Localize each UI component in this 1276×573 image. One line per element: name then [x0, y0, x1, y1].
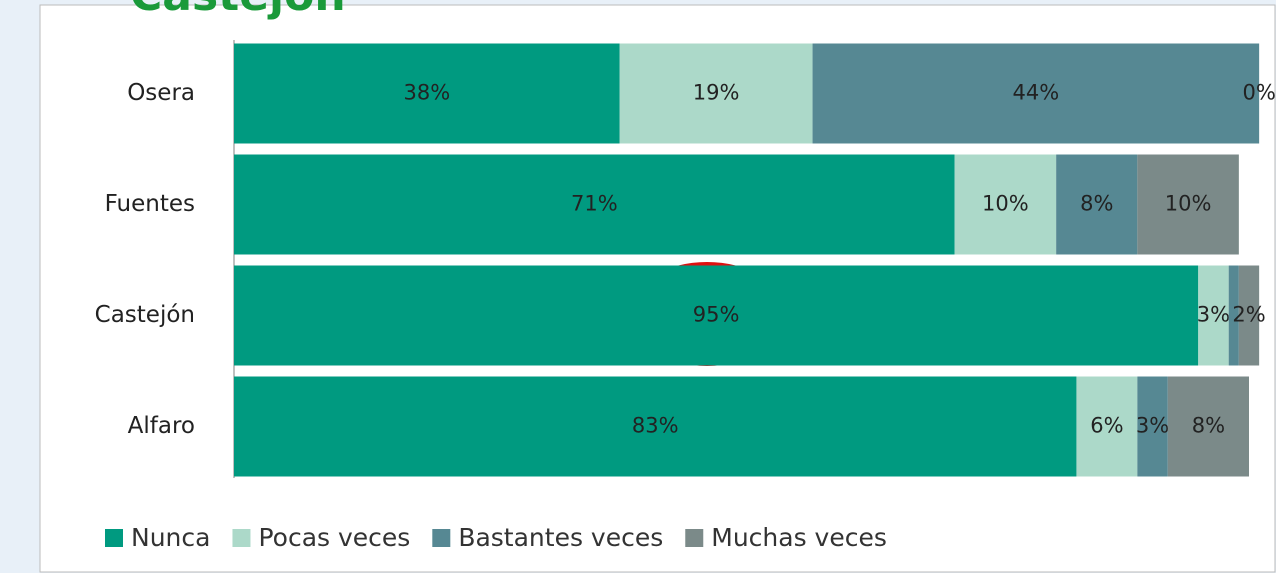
chart-title: Castejón — [130, 0, 346, 21]
value-label: 95% — [693, 303, 740, 327]
legend-swatch — [432, 529, 451, 547]
value-label: 3% — [1197, 303, 1230, 327]
value-label: 2% — [1232, 303, 1265, 327]
value-label: 10% — [1165, 192, 1212, 216]
bar-segment — [812, 43, 1260, 144]
bar-segment — [619, 43, 813, 144]
bar-segment — [234, 376, 1077, 477]
value-label: 10% — [982, 192, 1029, 216]
bar-segment — [1056, 154, 1138, 255]
value-label: 71% — [571, 192, 618, 216]
legend-swatch — [105, 529, 123, 547]
value-label: 8% — [1192, 414, 1225, 438]
category-label: Castejón — [95, 302, 195, 328]
bar-segment — [1198, 265, 1229, 366]
value-label: 19% — [693, 81, 740, 105]
bar-segment — [954, 154, 1057, 255]
bar-segment — [234, 265, 1199, 366]
bar-segment — [1137, 154, 1239, 255]
bar-segment — [1238, 265, 1260, 366]
bar-segment — [1137, 376, 1168, 477]
category-label: Fuentes — [105, 191, 195, 217]
legend-label: Nunca — [131, 523, 210, 552]
category-label: Alfaro — [128, 413, 195, 439]
value-label: 8% — [1080, 192, 1113, 216]
value-label: 0% — [1242, 81, 1275, 105]
category-label: Osera — [127, 80, 195, 106]
bar-segment — [234, 154, 955, 255]
legend-label: Bastantes veces — [458, 523, 663, 552]
value-label: 44% — [1013, 81, 1060, 105]
value-label: 83% — [632, 414, 679, 438]
value-label: 3% — [1136, 414, 1169, 438]
legend-label: Muchas veces — [711, 523, 887, 552]
bar-segment — [1076, 376, 1138, 477]
value-label: 6% — [1090, 414, 1123, 438]
bar-segment — [234, 43, 620, 144]
legend-swatch — [685, 529, 704, 547]
legend-swatch — [232, 529, 251, 547]
bar-segment — [1167, 376, 1249, 477]
legend-label: Pocas veces — [258, 523, 410, 552]
value-label: 38% — [404, 81, 451, 105]
bar-segment — [1228, 265, 1239, 366]
